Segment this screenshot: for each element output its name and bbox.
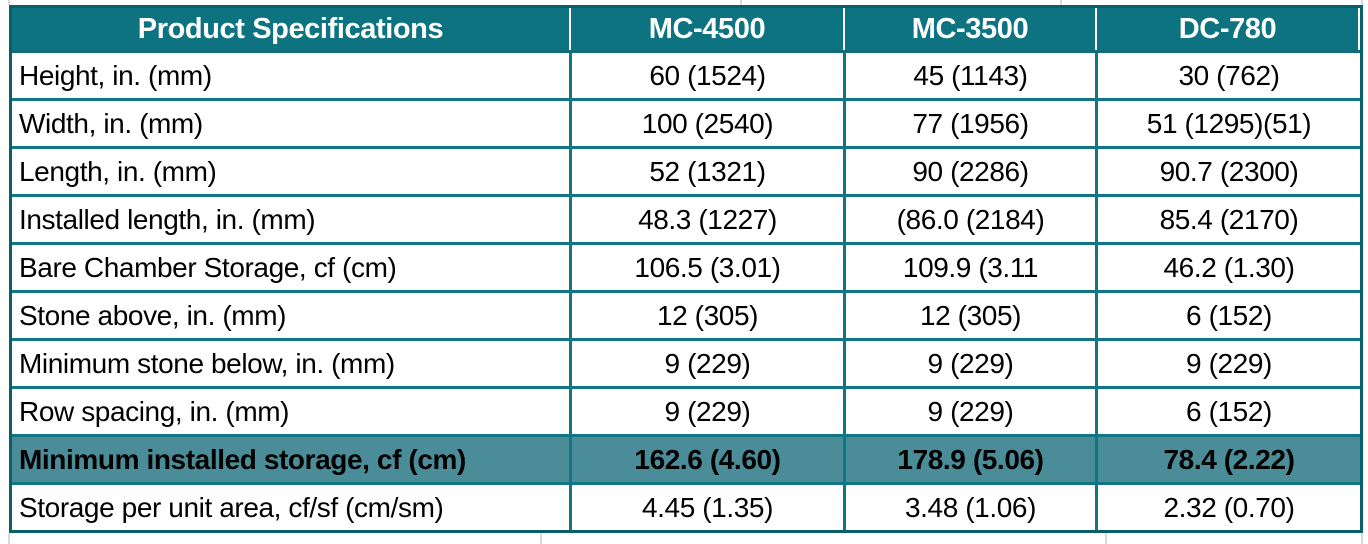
table-row-width: Width, in. (mm) 100 (2540) 77 (1956) 51 … xyxy=(12,101,1360,149)
column-header-product-specifications: Product Specifications xyxy=(12,8,569,50)
row-label: Minimum stone below, in. (mm) xyxy=(12,341,569,386)
cell-value: 45 (1143) xyxy=(843,53,1095,98)
column-header-mc-4500: MC-4500 xyxy=(569,8,843,50)
cell-value: 85.4 (2170) xyxy=(1095,197,1360,242)
row-label: Width, in. (mm) xyxy=(12,101,569,146)
cell-value: 78.4 (2.22) xyxy=(1095,437,1360,482)
sheet-gridline xyxy=(8,0,10,5)
table-row-storage-per-unit-area: Storage per unit area, cf/sf (cm/sm) 4.4… xyxy=(12,485,1360,530)
row-label: Bare Chamber Storage, cf (cm) xyxy=(12,245,569,290)
table-row-minimum-installed-storage: Minimum installed storage, cf (cm) 162.6… xyxy=(12,437,1360,485)
cell-value: (86.0 (2184) xyxy=(843,197,1095,242)
cell-value: 6 (152) xyxy=(1095,293,1360,338)
table-row-length: Length, in. (mm) 52 (1321) 90 (2286) 90.… xyxy=(12,149,1360,197)
cell-value: 6 (152) xyxy=(1095,389,1360,434)
cell-value: 9 (229) xyxy=(843,389,1095,434)
table-row-bare-chamber-storage: Bare Chamber Storage, cf (cm) 106.5 (3.0… xyxy=(12,245,1360,293)
sheet-gridline xyxy=(1105,533,1107,544)
cell-value: 100 (2540) xyxy=(569,101,843,146)
table-row-stone-above: Stone above, in. (mm) 12 (305) 12 (305) … xyxy=(12,293,1360,341)
sheet-gridline xyxy=(1060,0,1062,5)
column-header-dc-780: DC-780 xyxy=(1095,8,1360,50)
cell-value: 51 (1295)(51) xyxy=(1095,101,1360,146)
row-label: Minimum installed storage, cf (cm) xyxy=(12,437,569,482)
cell-value: 9 (229) xyxy=(843,341,1095,386)
sheet-gridline xyxy=(540,533,542,544)
table-row-installed-length: Installed length, in. (mm) 48.3 (1227) (… xyxy=(12,197,1360,245)
cell-value: 2.32 (0.70) xyxy=(1095,485,1360,530)
cell-value: 9 (229) xyxy=(569,389,843,434)
sheet-gridline xyxy=(740,0,742,5)
row-label: Height, in. (mm) xyxy=(12,53,569,98)
cell-value: 12 (305) xyxy=(569,293,843,338)
cell-value: 109.9 (3.11 xyxy=(843,245,1095,290)
table-row-height: Height, in. (mm) 60 (1524) 45 (1143) 30 … xyxy=(12,53,1360,101)
cell-value: 9 (229) xyxy=(1095,341,1360,386)
cell-value: 46.2 (1.30) xyxy=(1095,245,1360,290)
cell-value: 3.48 (1.06) xyxy=(843,485,1095,530)
cell-value: 4.45 (1.35) xyxy=(569,485,843,530)
sheet-gridline xyxy=(1361,0,1363,5)
cell-value: 90 (2286) xyxy=(843,149,1095,194)
column-header-mc-3500: MC-3500 xyxy=(843,8,1095,50)
table-row-minimum-stone-below: Minimum stone below, in. (mm) 9 (229) 9 … xyxy=(12,341,1360,389)
table-row-row-spacing: Row spacing, in. (mm) 9 (229) 9 (229) 6 … xyxy=(12,389,1360,437)
cell-value: 52 (1321) xyxy=(569,149,843,194)
row-label: Installed length, in. (mm) xyxy=(12,197,569,242)
row-label: Row spacing, in. (mm) xyxy=(12,389,569,434)
row-label: Storage per unit area, cf/sf (cm/sm) xyxy=(12,485,569,530)
row-label: Length, in. (mm) xyxy=(12,149,569,194)
cell-value: 178.9 (5.06) xyxy=(843,437,1095,482)
cell-value: 162.6 (4.60) xyxy=(569,437,843,482)
cell-value: 30 (762) xyxy=(1095,53,1360,98)
cell-value: 77 (1956) xyxy=(843,101,1095,146)
cell-value: 12 (305) xyxy=(843,293,1095,338)
cell-value: 90.7 (2300) xyxy=(1095,149,1360,194)
table-header-row: Product Specifications MC-4500 MC-3500 D… xyxy=(12,8,1360,53)
sheet-gridline xyxy=(8,533,10,544)
cell-value: 9 (229) xyxy=(569,341,843,386)
cell-value: 106.5 (3.01) xyxy=(569,245,843,290)
sheet-gridline xyxy=(1361,533,1363,544)
cell-value: 60 (1524) xyxy=(569,53,843,98)
cell-value: 48.3 (1227) xyxy=(569,197,843,242)
row-label: Stone above, in. (mm) xyxy=(12,293,569,338)
product-spec-table: Product Specifications MC-4500 MC-3500 D… xyxy=(9,5,1363,533)
